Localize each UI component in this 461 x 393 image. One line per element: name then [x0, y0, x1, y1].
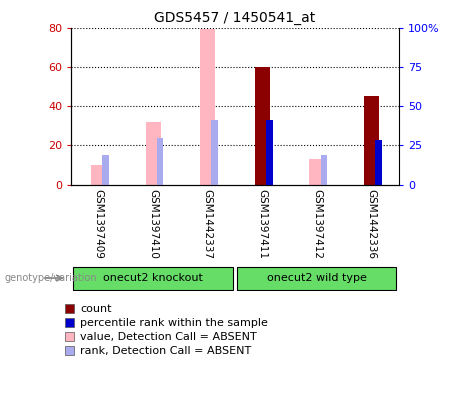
Bar [320, 155, 327, 185]
Title: GDS5457 / 1450541_at: GDS5457 / 1450541_at [154, 11, 316, 25]
Bar [91, 165, 106, 185]
FancyBboxPatch shape [237, 266, 396, 290]
Bar [309, 159, 325, 185]
Bar [212, 120, 218, 185]
Text: genotype/variation: genotype/variation [5, 273, 97, 283]
Text: GSM1442337: GSM1442337 [203, 189, 213, 259]
Text: GSM1397412: GSM1397412 [312, 189, 322, 259]
Bar [266, 120, 272, 185]
Text: GSM1397411: GSM1397411 [257, 189, 267, 259]
Bar [255, 67, 270, 185]
Legend: count, percentile rank within the sample, value, Detection Call = ABSENT, rank, : count, percentile rank within the sample… [65, 304, 268, 356]
FancyBboxPatch shape [73, 266, 233, 290]
Bar [146, 122, 161, 185]
Text: GSM1442336: GSM1442336 [366, 189, 377, 259]
Text: GSM1397410: GSM1397410 [148, 189, 158, 259]
Text: GSM1397409: GSM1397409 [94, 189, 104, 259]
Bar [375, 140, 382, 185]
Bar [102, 155, 109, 185]
Bar [157, 138, 164, 185]
Text: onecut2 knockout: onecut2 knockout [103, 272, 203, 283]
Bar [364, 96, 379, 185]
Bar [200, 29, 215, 185]
Text: onecut2 wild type: onecut2 wild type [266, 272, 366, 283]
